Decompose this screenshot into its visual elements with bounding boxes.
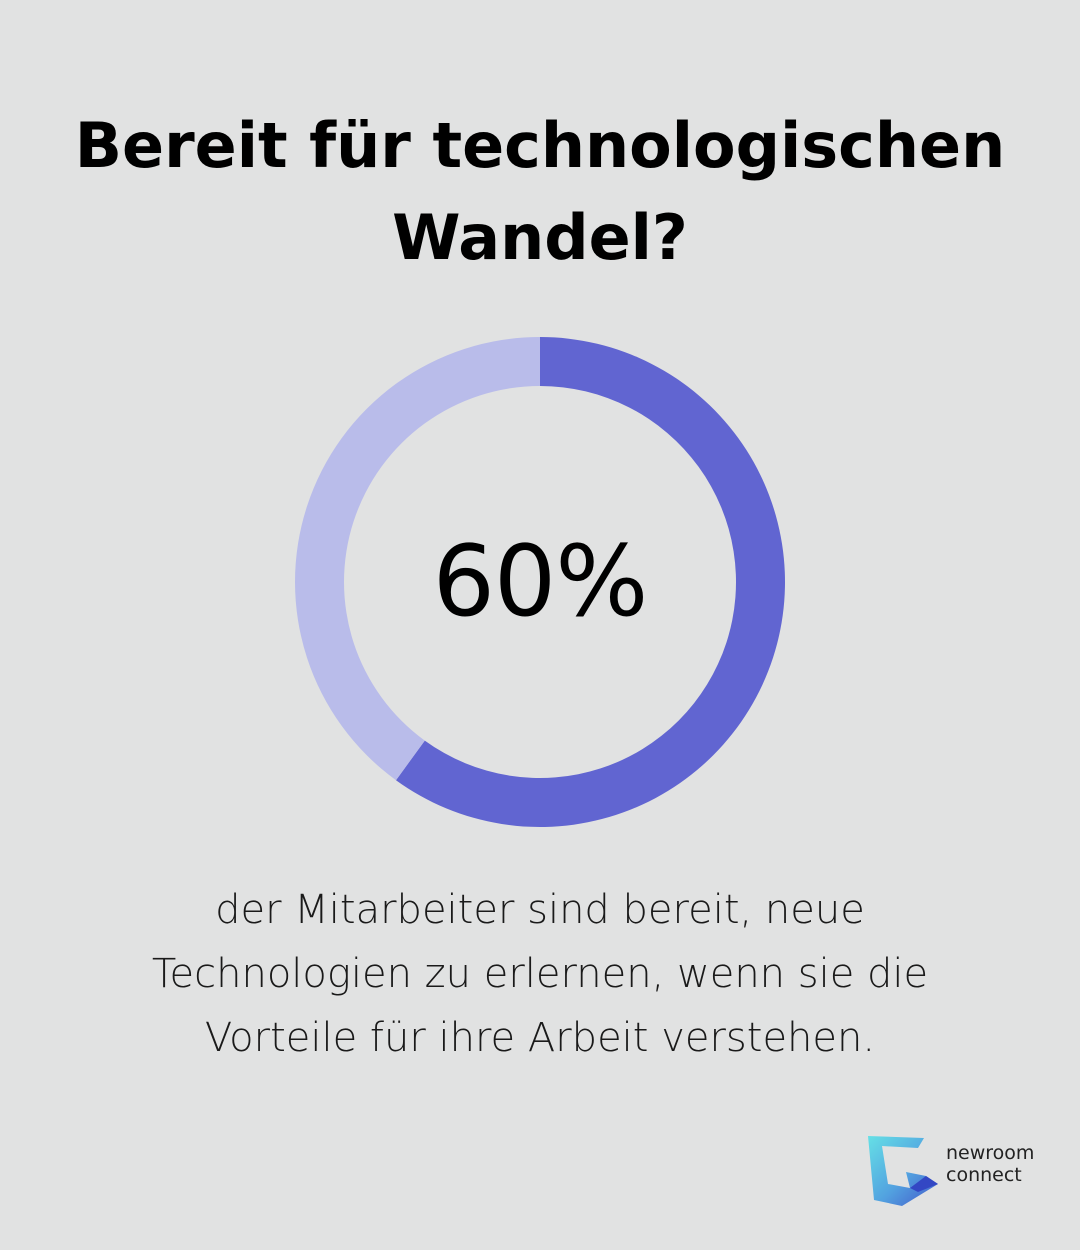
description-line-2: Technologien zu erlernen, wenn sie die — [151, 951, 929, 997]
description-line-3: Vorteile für ihre Arbeit verstehen. — [204, 1015, 876, 1061]
logo-text: newroom connect — [946, 1142, 1034, 1186]
brand-logo: newroom connect — [866, 1132, 1046, 1206]
logo-text-line-2: connect — [946, 1164, 1022, 1186]
logo-text-line-1: newroom — [946, 1142, 1035, 1164]
donut-slice-1 — [395, 337, 785, 827]
chart-title-line-1: Bereit für technologischen — [74, 109, 1006, 182]
donut-svg — [295, 337, 785, 827]
center-value-label: 60% — [432, 525, 649, 639]
newroom-connect-logo-icon — [868, 1136, 938, 1206]
description-text: der Mitarbeiter sind bereit, neue Techno… — [90, 878, 990, 1070]
chart-title: Bereit für technologischen Wandel? — [40, 100, 1040, 284]
description-line-1: der Mitarbeiter sind bereit, neue — [215, 887, 865, 933]
donut-chart: 60% — [290, 332, 790, 832]
donut-slice-2 — [295, 337, 540, 781]
chart-title-line-2: Wandel? — [392, 201, 688, 274]
